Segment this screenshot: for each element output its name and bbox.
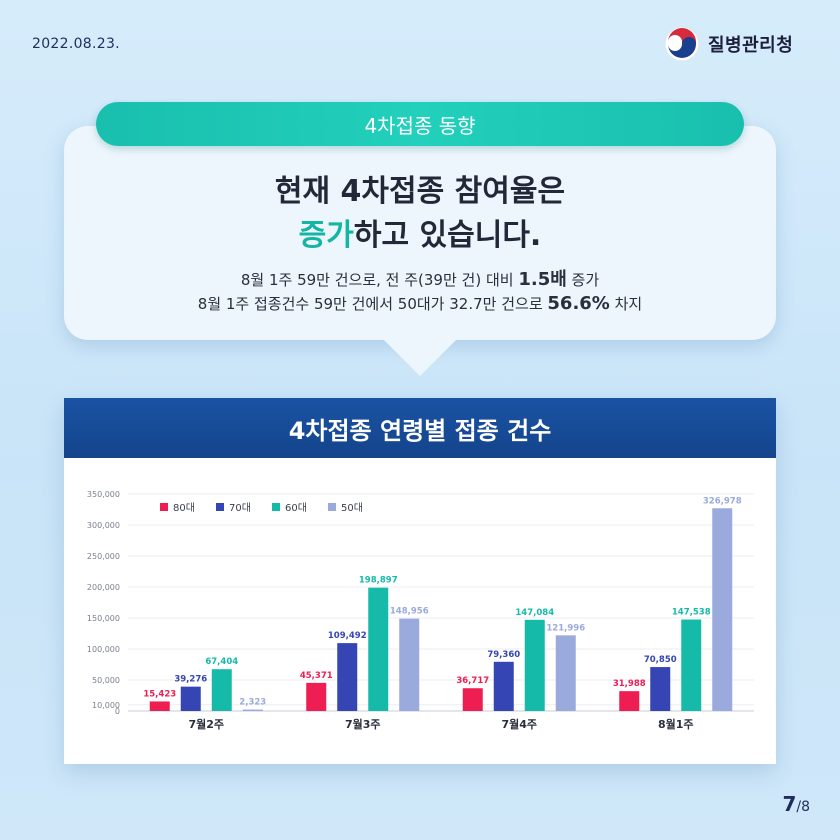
data-label: 67,404 [205, 657, 238, 667]
data-label: 198,897 [359, 576, 398, 586]
summary-line2-bold: 56.6% [547, 293, 610, 314]
y-tick-label: 10,000 [92, 701, 120, 710]
bar-70대-7월4주 [493, 661, 514, 711]
data-label: 15,423 [143, 689, 176, 699]
legend-label: 50대 [341, 502, 363, 514]
page-indicator: 7/8 [782, 792, 810, 816]
data-label: 326,978 [703, 496, 742, 506]
data-label: 147,538 [672, 608, 711, 618]
summary-line1-post: 증가 [566, 271, 600, 289]
bar-60대-8월1주 [681, 619, 702, 711]
bar-60대-7월3주 [368, 587, 389, 711]
bar-70대-7월3주 [337, 643, 358, 711]
kdca-logo: 질병관리청 [664, 26, 793, 62]
data-label: 121,996 [546, 623, 585, 633]
org-name: 질병관리청 [708, 35, 794, 56]
x-tick-label: 8월1주 [658, 717, 694, 731]
legend-label: 70대 [229, 502, 251, 514]
data-label: 79,360 [487, 650, 520, 660]
y-tick-label: 300,000 [87, 521, 120, 530]
bar-50대-7월2주 [242, 709, 263, 711]
summary-text: 8월 1주 59만 건으로, 전 주(39만 건) 대비 1.5배 증가 8월 … [64, 268, 776, 316]
summary-line1-bold: 1.5배 [518, 269, 567, 290]
bar-50대-7월3주 [399, 618, 420, 711]
bubble-tail [382, 338, 458, 376]
data-label: 147,084 [515, 608, 554, 618]
y-tick-label: 350,000 [87, 490, 120, 499]
headline-line1: 현재 4차접종 참여율은 [274, 174, 566, 209]
page-total: /8 [796, 799, 810, 815]
legend-swatch [216, 503, 224, 511]
summary-line2-pre: 8월 1주 접종건수 59만 건에서 50대가 32.7만 건으로 [197, 295, 548, 313]
bar-60대-7월2주 [211, 669, 232, 711]
legend-label: 60대 [285, 502, 307, 514]
bar-80대-8월1주 [619, 691, 640, 711]
y-tick-label: 250,000 [87, 552, 120, 561]
summary-line1-pre: 8월 1주 59만 건으로, 전 주(39만 건) 대비 [240, 271, 519, 289]
headline-accent: 증가 [298, 218, 354, 253]
headline-line2: 증가하고 있습니다. [64, 214, 776, 258]
y-tick-label: 50,000 [92, 676, 120, 685]
data-label: 109,492 [328, 631, 367, 641]
x-tick-label: 7월4주 [501, 717, 537, 731]
data-label: 45,371 [300, 671, 333, 681]
summary-line2: 8월 1주 접종건수 59만 건에서 50대가 32.7만 건으로 56.6% … [64, 292, 776, 316]
legend-label: 80대 [173, 502, 195, 514]
headline: 현재 4차접종 참여율은 증가하고 있습니다. [64, 170, 776, 258]
data-label: 70,850 [644, 655, 677, 665]
page-current: 7 [782, 792, 797, 816]
taegeuk-logo-icon [664, 26, 700, 62]
legend-swatch [272, 503, 280, 511]
bar-70대-8월1주 [650, 667, 671, 711]
summary-line1: 8월 1주 59만 건으로, 전 주(39만 건) 대비 1.5배 증가 [64, 268, 776, 292]
headline-line2-rest: 하고 있습니다. [353, 218, 542, 253]
bar-80대-7월4주 [462, 688, 483, 711]
data-label: 148,956 [390, 607, 429, 617]
bar-70대-7월2주 [180, 686, 201, 711]
date-label: 2022.08.23. [32, 36, 120, 52]
bar-80대-7월3주 [306, 682, 327, 711]
bar-50대-8월1주 [712, 508, 733, 711]
summary-line2-post: 차지 [609, 295, 643, 313]
bar-60대-7월4주 [524, 619, 545, 711]
data-label: 39,276 [174, 675, 207, 685]
y-tick-label: 100,000 [87, 645, 120, 654]
data-label: 36,717 [456, 676, 489, 686]
bar-50대-7월4주 [555, 635, 576, 711]
chart-title: 4차접종 연령별 접종 건수 [64, 398, 776, 458]
x-tick-label: 7월3주 [345, 717, 381, 731]
chart-card: 4차접종 연령별 접종 건수 0 10,000 50,000 100,000 150,0… [64, 398, 776, 764]
legend-swatch [160, 503, 168, 511]
data-label: 31,988 [613, 679, 646, 689]
y-tick-label: 150,000 [87, 614, 120, 623]
legend-swatch [328, 503, 336, 511]
y-tick-label: 200,000 [87, 583, 120, 592]
section-pill: 4차접종 동향 [96, 102, 744, 146]
x-tick-label: 7월2주 [188, 717, 224, 731]
bar-80대-7월2주 [149, 701, 170, 711]
summary-bubble [64, 126, 776, 340]
bar-chart: 010,000 50,000 100,000 150,000 200,000 250,00… [87, 490, 754, 731]
data-label: 2,323 [239, 698, 266, 708]
y-tick-label: 0 [115, 707, 120, 716]
